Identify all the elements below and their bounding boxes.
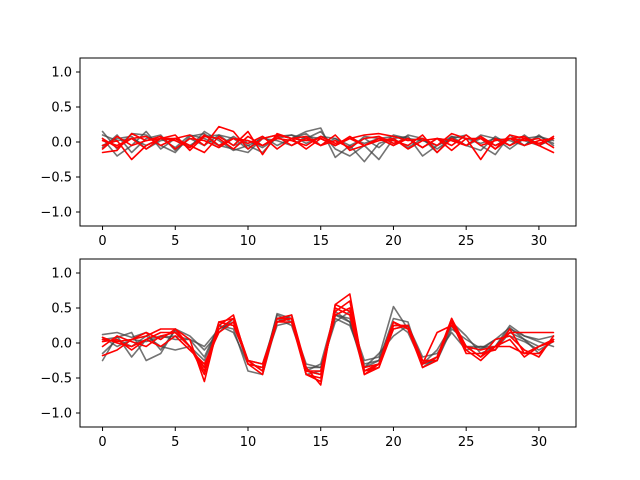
x-tick-label: 5 [171,234,179,249]
x-tick-label: 25 [458,435,475,450]
red-series-line-9 [101,134,555,150]
x-tick-label: 20 [385,234,402,249]
bottom-subplot: 0 5 10 15 20 25 30 −1.0 −0.5 0.0 0.5 1.0 [40,258,577,450]
y-tick-label: −1.0 [40,407,72,422]
red-series-line-8 [101,135,555,150]
y-tick-label: −0.5 [40,171,72,186]
y-tick-label: 0.5 [51,101,72,116]
y-tick-label: 0.5 [51,302,72,317]
red-series-line-9 [101,307,555,376]
top-subplot: 0 5 10 15 20 25 30 −1.0 −0.5 0.0 0.5 1.0 [40,57,577,249]
x-tick-label: 25 [458,234,475,249]
y-tick-label: −0.5 [40,372,72,387]
y-tick-label: −1.0 [40,206,72,221]
x-tick-label: 10 [240,234,257,249]
x-tick-label: 15 [312,234,329,249]
y-tick-label: 0.0 [51,136,72,151]
red-series-line-8 [101,307,555,376]
x-tick-label: 0 [98,234,106,249]
x-tick-label: 5 [171,435,179,450]
x-tick-label: 10 [240,435,257,450]
y-tick-label: 0.0 [51,337,72,352]
x-tick-label: 30 [531,435,548,450]
y-tick-label: 1.0 [51,267,72,282]
series-group [101,293,555,386]
x-tick-label: 15 [312,435,329,450]
x-tick-label: 0 [98,435,106,450]
y-tick-label: 1.0 [51,66,72,81]
series-group [101,125,555,163]
x-tick-label: 20 [385,435,402,450]
x-tick-label: 30 [531,234,548,249]
